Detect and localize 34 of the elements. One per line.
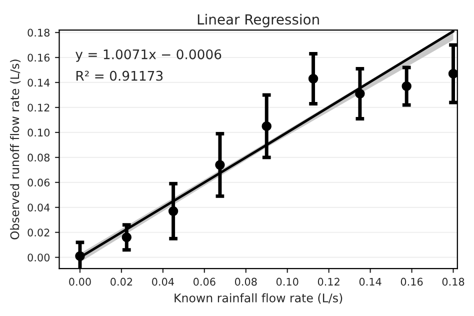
y-axis-title: Observed runoff flow rate (L/s)	[10, 60, 21, 240]
point	[168, 206, 178, 216]
y-tick-label: 0.18	[28, 28, 50, 37]
x-tick-label: 0.16	[400, 278, 423, 286]
y-tick-label: 0.02	[28, 228, 50, 236]
y-tick-label: 0.12	[28, 104, 50, 112]
y-tick-label: 0.08	[28, 154, 50, 162]
x-tick-label: 0.14	[359, 278, 382, 286]
annotation: R² = 0.91173	[76, 70, 163, 81]
x-tick-label: 0.08	[234, 278, 257, 286]
y-tick-label: 0.14	[28, 78, 50, 87]
point	[402, 81, 412, 92]
y-tick-label: 0.16	[28, 54, 50, 62]
y-tick-label: 0.06	[28, 178, 50, 187]
annotation: y = 1.0071x − 0.0006	[76, 49, 222, 62]
point	[122, 232, 132, 242]
point	[355, 88, 365, 99]
x-tick-label: 0.00	[69, 278, 91, 286]
x-tick-label: 0.10	[276, 278, 298, 286]
point	[448, 68, 458, 79]
y-tick-label: 0.04	[28, 204, 50, 212]
x-tick-label: 0.04	[152, 278, 174, 286]
point	[75, 251, 85, 261]
point	[262, 121, 272, 132]
y-tick-label: 0.00	[28, 254, 50, 262]
point	[308, 74, 318, 84]
point	[215, 160, 225, 170]
chart-title: Linear Regression	[198, 14, 319, 28]
x-axis-title: Known rainfall flow rate (L/s)	[174, 293, 342, 304]
x-tick-label: 0.02	[110, 278, 132, 286]
x-tick-label: 0.06	[194, 278, 216, 286]
x-tick-label: 0.18	[442, 278, 464, 286]
x-tick-label: 0.12	[318, 278, 340, 286]
y-tick-label: 0.10	[28, 128, 50, 137]
